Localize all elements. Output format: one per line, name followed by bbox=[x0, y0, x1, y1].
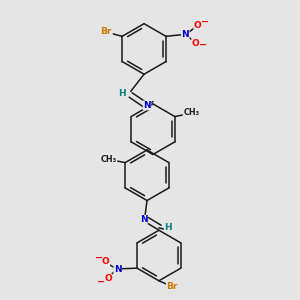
Text: N: N bbox=[143, 101, 151, 110]
Text: −: − bbox=[201, 17, 209, 27]
Text: H: H bbox=[164, 223, 172, 232]
Text: N: N bbox=[182, 30, 189, 39]
Text: O: O bbox=[194, 21, 202, 30]
Text: CH₃: CH₃ bbox=[101, 154, 117, 164]
Text: H: H bbox=[118, 89, 126, 98]
Text: CH₃: CH₃ bbox=[183, 109, 199, 118]
Text: N: N bbox=[114, 265, 122, 274]
Text: O: O bbox=[104, 274, 112, 283]
Text: Br: Br bbox=[167, 282, 178, 291]
Text: O: O bbox=[192, 39, 200, 48]
Text: O: O bbox=[102, 257, 110, 266]
Text: N: N bbox=[140, 215, 147, 224]
Text: Br: Br bbox=[100, 27, 112, 36]
Text: −: − bbox=[199, 40, 207, 50]
Text: −: − bbox=[97, 277, 105, 286]
Text: −: − bbox=[95, 253, 103, 263]
